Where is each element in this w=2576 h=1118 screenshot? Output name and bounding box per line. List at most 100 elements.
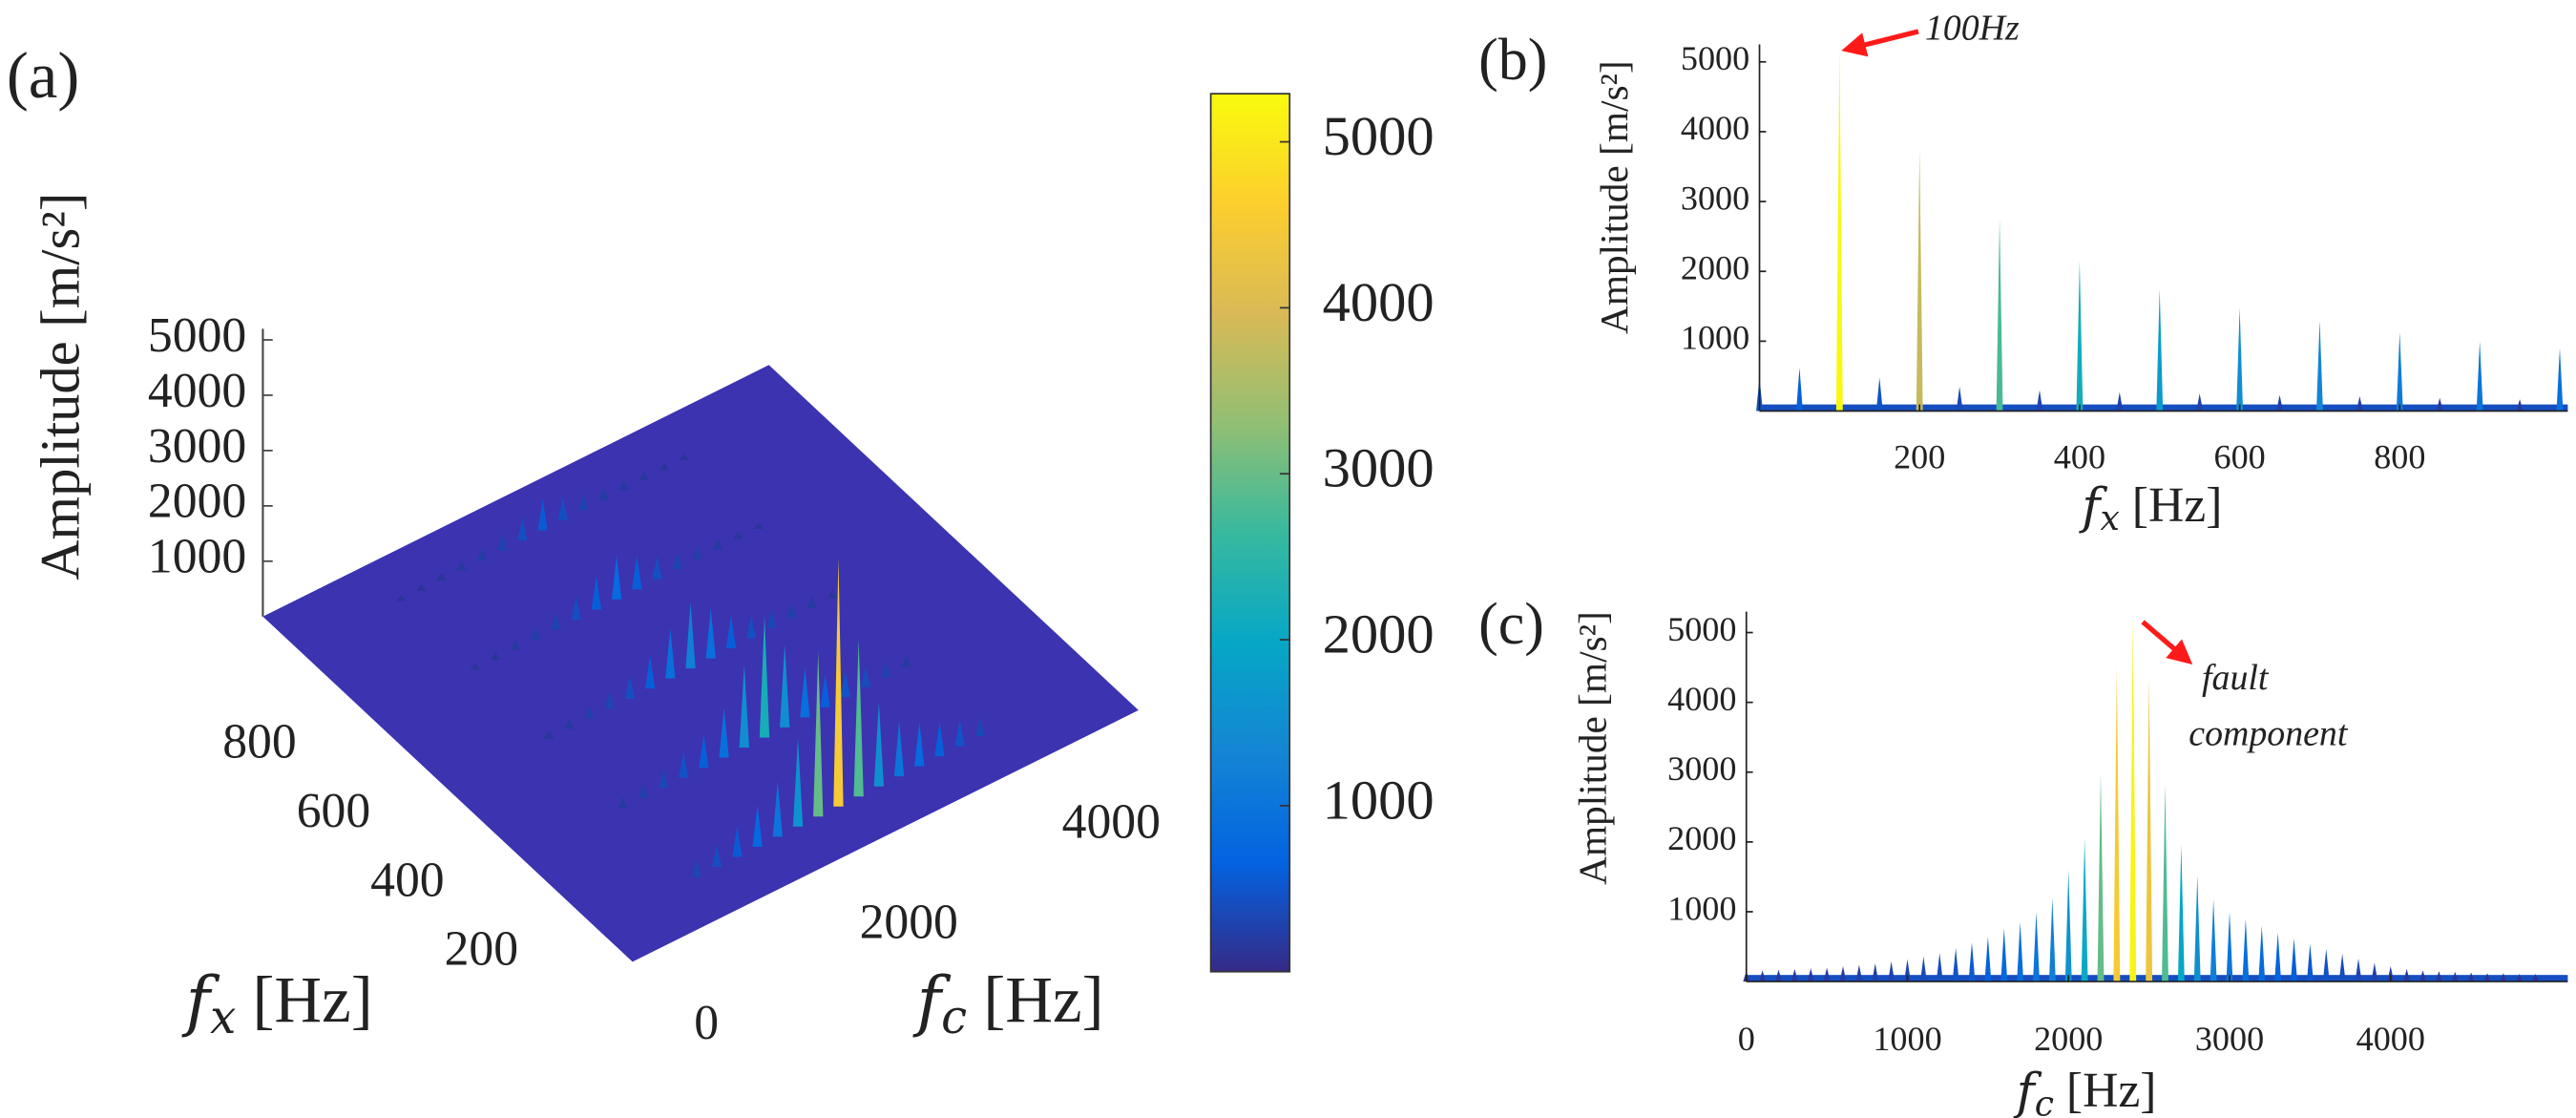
x-tick-label: 0 xyxy=(1738,1020,1755,1058)
x-tick-label: 1000 xyxy=(1873,1020,1941,1058)
spike xyxy=(840,670,850,698)
spike xyxy=(780,643,790,728)
spike xyxy=(2419,970,2426,982)
spike xyxy=(2403,968,2411,982)
y-tick-label: 4000 xyxy=(1681,109,1749,147)
spike xyxy=(2146,678,2153,982)
y-tick-label: 400 xyxy=(370,853,444,907)
y-tick-label: 1000 xyxy=(1667,889,1736,927)
z-tick-label: 4000 xyxy=(148,364,246,418)
spike xyxy=(611,555,622,600)
spike xyxy=(2356,396,2363,411)
base-plane xyxy=(262,365,1139,962)
y-tick-label: 1000 xyxy=(1681,319,1749,357)
spike xyxy=(672,552,682,570)
x-tick-label: 4000 xyxy=(2356,1020,2425,1058)
spike xyxy=(2274,932,2282,982)
spike xyxy=(712,538,723,550)
colorbar-tick-label: 4000 xyxy=(1323,271,1435,333)
axis-label: fc [Hz] xyxy=(2013,1063,2157,1118)
axis-label-sub: c xyxy=(2035,1083,2054,1118)
spike xyxy=(719,707,729,758)
z-tick-label: 2000 xyxy=(148,475,246,529)
spike xyxy=(2556,348,2564,411)
spike xyxy=(644,655,656,689)
spike xyxy=(1823,967,1831,982)
spike xyxy=(692,545,703,559)
spike xyxy=(1835,48,1843,411)
y-tick-label: 800 xyxy=(222,715,296,770)
spike xyxy=(2436,397,2443,411)
y-tick-label: 2000 xyxy=(1667,819,1736,857)
spike xyxy=(725,615,737,649)
panel-label: (c) xyxy=(1478,592,1544,657)
z-tick-label: 5000 xyxy=(148,308,246,363)
spike xyxy=(638,784,648,798)
x-tick-label: 0 xyxy=(694,996,719,1050)
spike xyxy=(914,722,925,767)
spike xyxy=(2156,288,2164,411)
spike xyxy=(416,584,427,591)
spike xyxy=(543,730,555,739)
spike xyxy=(2226,911,2233,982)
y-tick-label: 3000 xyxy=(1681,179,1749,217)
colorbar-tick-label: 2000 xyxy=(1323,602,1435,664)
spike xyxy=(632,556,642,590)
spike xyxy=(2483,973,2491,982)
spike xyxy=(806,597,817,608)
spike xyxy=(800,667,810,718)
spike xyxy=(1855,964,1863,982)
spike xyxy=(974,717,986,737)
spike xyxy=(2196,393,2204,411)
spike xyxy=(2162,784,2168,982)
z-axis-label: Amplitude [m/s²] xyxy=(29,193,91,580)
spike xyxy=(2076,261,2084,411)
spike xyxy=(860,665,871,687)
spike xyxy=(456,560,467,571)
panel-label: (b) xyxy=(1478,28,1547,93)
spike xyxy=(759,615,770,738)
spike xyxy=(2451,971,2459,982)
spike xyxy=(1919,956,1927,982)
spike xyxy=(1888,960,1895,982)
colorbar-tick-label: 3000 xyxy=(1323,437,1435,499)
x-tick-label: 600 xyxy=(2214,437,2266,475)
spike xyxy=(2387,965,2395,982)
spike xyxy=(598,488,609,500)
spike xyxy=(1956,386,1963,411)
spike xyxy=(934,722,945,757)
axis-label-unit: [Hz] xyxy=(253,963,373,1036)
spike xyxy=(2355,958,2362,982)
spike xyxy=(557,496,568,520)
spike xyxy=(604,690,615,709)
spike xyxy=(1916,149,1923,411)
spike xyxy=(2396,331,2403,411)
x-tick-label: 400 xyxy=(2054,437,2105,475)
spike xyxy=(733,530,743,539)
spike xyxy=(745,615,757,639)
spike xyxy=(786,603,797,619)
spike xyxy=(712,844,723,868)
spike xyxy=(2516,974,2524,982)
y-axis-label: Amplitude [m/s²] xyxy=(1571,611,1615,885)
axis-label-unit: [Hz] xyxy=(2132,478,2223,533)
spike xyxy=(792,738,804,827)
spike xyxy=(2532,974,2540,982)
spike xyxy=(893,721,905,777)
z-tick-label: 1000 xyxy=(148,530,246,584)
y-axis-label: Amplitude [m/s²] xyxy=(1592,60,1636,334)
axis-label: fx [Hz] xyxy=(181,963,373,1044)
spike xyxy=(954,720,965,747)
spike xyxy=(1839,965,1847,982)
spike xyxy=(732,826,743,857)
spike xyxy=(2097,773,2105,982)
x-tick-label: 3000 xyxy=(2195,1020,2264,1058)
y-tick-label: 5000 xyxy=(1667,610,1736,648)
annotation-arrow xyxy=(1841,29,1919,57)
spike xyxy=(2306,943,2314,982)
spike xyxy=(436,573,447,581)
spike xyxy=(1791,968,1798,982)
spike xyxy=(577,494,589,511)
spike xyxy=(2064,870,2072,982)
